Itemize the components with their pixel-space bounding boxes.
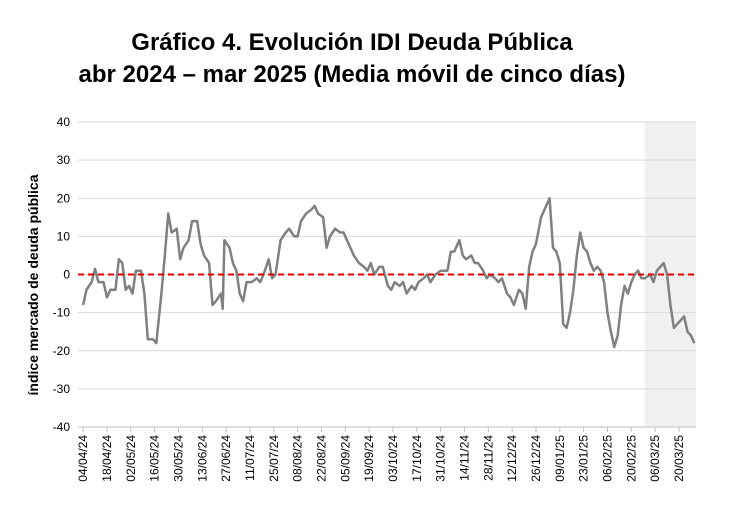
x-tick-label: 20/03/25 — [672, 435, 686, 482]
y-tick-label: -10 — [53, 306, 71, 320]
x-tick-label: 08/08/24 — [291, 435, 305, 482]
y-tick-label: 10 — [57, 229, 71, 243]
x-tick-label: 05/09/24 — [338, 435, 352, 482]
x-tick-label: 06/02/25 — [600, 435, 614, 482]
x-tick-label: 16/05/24 — [148, 435, 162, 482]
x-tick-label: 25/07/24 — [267, 435, 281, 482]
x-tick-label: 23/01/25 — [577, 435, 591, 482]
y-tick-label: -40 — [53, 420, 71, 434]
x-tick-label: 09/01/25 — [553, 435, 567, 482]
x-tick-label: 02/05/24 — [124, 435, 138, 482]
x-tick-label: 12/12/24 — [505, 435, 519, 482]
x-tick-label: 19/09/24 — [362, 435, 376, 482]
x-tick-label: 06/03/25 — [648, 435, 662, 482]
chart-title: abr 2024 – mar 2025 (Media móvil de cinc… — [79, 61, 626, 88]
x-tick-label: 18/04/24 — [100, 435, 114, 482]
x-tick-label: 22/08/24 — [314, 435, 328, 482]
y-tick-label: 30 — [57, 153, 71, 167]
x-tick-label: 20/02/25 — [624, 435, 638, 482]
y-axis-label: índice mercado de deuda pública — [25, 174, 41, 395]
y-tick-label: -20 — [53, 344, 71, 358]
y-tick-label: 20 — [57, 191, 71, 205]
y-tick-label: 40 — [57, 115, 71, 129]
x-tick-label: 28/11/24 — [481, 435, 495, 481]
y-tick-label: 0 — [63, 268, 70, 282]
chart-title: Gráfico 4. Evolución IDI Deuda Pública — [131, 29, 573, 56]
data-line — [81, 197, 696, 349]
x-tick-label: 17/10/24 — [410, 435, 424, 482]
x-tick-label: 30/05/24 — [171, 435, 185, 482]
x-tick-label: 26/12/24 — [529, 435, 543, 482]
x-tick-label: 14/11/24 — [457, 435, 471, 481]
x-tick-label: 11/07/24 — [243, 435, 257, 481]
y-tick-label: -30 — [53, 382, 71, 396]
x-tick-label: 04/04/24 — [76, 435, 90, 482]
x-tick-label: 27/06/24 — [219, 435, 233, 482]
x-tick-label: 03/10/24 — [386, 435, 400, 482]
x-tick-label: 31/10/24 — [434, 435, 448, 482]
x-tick-label: 13/06/24 — [195, 435, 209, 482]
